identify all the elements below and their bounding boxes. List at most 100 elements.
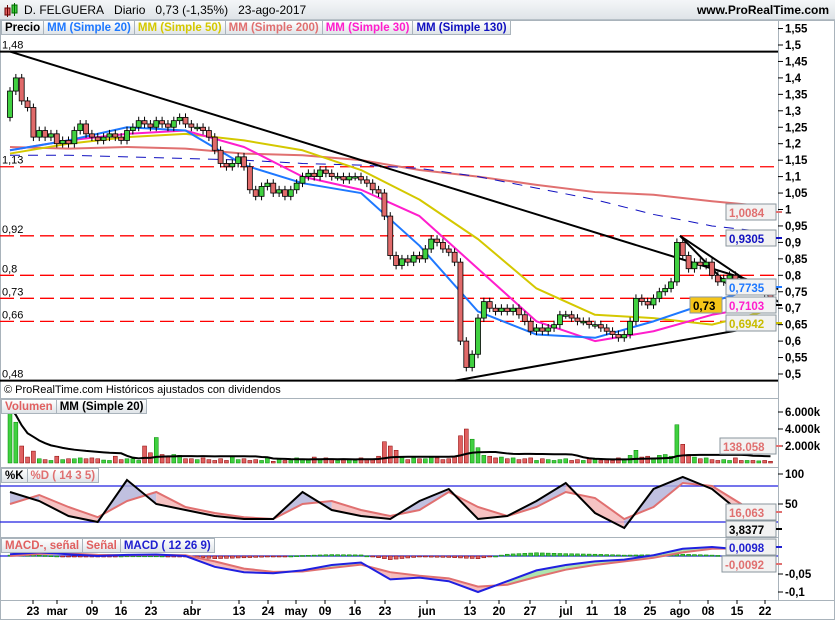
- volume-bar: [83, 458, 89, 464]
- volume-bar: [423, 458, 428, 464]
- stoch-legend-item-1[interactable]: %D ( 14 3 5): [26, 468, 100, 483]
- volume-bar: [762, 460, 767, 464]
- ma-line-sma30: [9, 129, 771, 343]
- candle: [679, 241, 686, 256]
- volume-legend-item-0[interactable]: Volumen: [1, 399, 57, 414]
- volume-bar: [698, 458, 703, 464]
- volume-bar: [575, 459, 580, 464]
- volume-bar: [563, 458, 568, 464]
- stochastic-legend: %K %D ( 14 3 5): [1, 468, 100, 483]
- price-tick-label: 1,5: [785, 40, 802, 52]
- volume-bar: [118, 459, 124, 464]
- ma-line-sma50: [9, 132, 771, 326]
- instrument-title: D. FELGUERA Diario 0,73 (-1,35%) 23-ago-…: [24, 0, 306, 20]
- macd-histogram-bar: [253, 555, 258, 558]
- price-legend-item-5[interactable]: MM (Simple 130): [412, 20, 511, 35]
- candle: [369, 182, 376, 191]
- price-tick-label: 0,95: [785, 221, 808, 233]
- macd-histogram-bar: [358, 554, 364, 557]
- value-label-ma200: 1,0084: [729, 208, 765, 220]
- candle: [106, 133, 113, 138]
- volume-bar: [171, 454, 177, 464]
- macd-histogram-bar: [42, 555, 48, 557]
- macd-histogram-bar: [464, 555, 469, 559]
- candle: [211, 136, 218, 151]
- macd-histogram-bar: [692, 554, 697, 557]
- candle: [89, 133, 95, 138]
- volume-bar: [323, 457, 329, 464]
- volume-bar: [206, 459, 212, 464]
- candle: [434, 238, 440, 243]
- macd-histogram-bar: [200, 555, 206, 559]
- date-label: 09: [319, 606, 332, 618]
- macd-histogram-bar: [703, 554, 709, 557]
- price-legend-item-3[interactable]: MM (Simple 200): [224, 20, 323, 35]
- macd-histogram-bar: [516, 553, 522, 557]
- macd-histogram-bar: [551, 553, 557, 557]
- macd-histogram-bar: [335, 554, 340, 557]
- price-legend-item-2[interactable]: MM (Simple 50): [133, 20, 226, 35]
- date-label: mar: [46, 606, 68, 618]
- candle: [328, 172, 335, 177]
- price-legend-item-4[interactable]: MM (Simple 30): [321, 20, 414, 35]
- price-legend-item-1[interactable]: MM (Simple 20): [43, 20, 135, 35]
- macd-histogram-bar: [569, 553, 574, 557]
- site-link[interactable]: www.ProRealTime.com: [696, 3, 829, 17]
- candle: [83, 123, 89, 135]
- candle: [709, 261, 715, 276]
- price-tick-label: 1: [785, 205, 792, 217]
- volume-bar: [709, 459, 715, 464]
- volume-bar: [25, 456, 30, 464]
- candle: [393, 255, 400, 266]
- macd-histogram-bar: [481, 555, 487, 559]
- stoch-tick-label: 50: [785, 499, 798, 511]
- macd-histogram-bar: [288, 555, 294, 558]
- candle: [282, 189, 288, 197]
- macd-legend-item-2[interactable]: MACD ( 12 26 9): [119, 538, 215, 553]
- volume-bar: [37, 458, 42, 464]
- macd-legend: MACD-, señal Señal MACD ( 12 26 9): [1, 538, 215, 553]
- macd-histogram-bar: [680, 553, 685, 557]
- volume-bar: [733, 457, 738, 464]
- candle: [200, 126, 206, 131]
- candle: [539, 327, 546, 332]
- date-label: 23: [145, 606, 158, 618]
- volume-bar: [469, 438, 475, 464]
- volume-bar: [639, 456, 645, 464]
- candle: [12, 77, 19, 92]
- macd-histogram-bar: [575, 553, 580, 557]
- volume-bar: [265, 457, 270, 464]
- stoch-legend-item-0[interactable]: %K: [1, 468, 28, 483]
- candle: [229, 163, 236, 168]
- volume-bar: [633, 450, 639, 464]
- candle: [527, 320, 534, 332]
- date-label: 27: [524, 606, 537, 618]
- macd-histogram-bar: [388, 555, 393, 560]
- price-tick-label: 1,25: [785, 122, 808, 134]
- candle: [147, 123, 154, 128]
- macd-histogram-bar: [376, 555, 381, 558]
- volume-bar: [674, 424, 680, 464]
- volume-bar: [165, 456, 171, 464]
- macd-legend-item-1[interactable]: Señal: [82, 538, 121, 553]
- volume-bar: [540, 458, 545, 464]
- volume-legend-item-1[interactable]: MM (Simple 20): [55, 399, 148, 414]
- candle: [533, 327, 540, 332]
- date-label: 08: [702, 606, 715, 618]
- candle: [358, 176, 364, 181]
- candle: [317, 169, 323, 178]
- candle: [445, 248, 452, 253]
- macd-legend-item-0[interactable]: MACD-, señal: [1, 538, 84, 553]
- candle: [480, 301, 487, 319]
- macd-histogram-bar: [271, 555, 276, 558]
- volume-bar: [241, 458, 247, 464]
- price-legend-item-0[interactable]: Precio: [1, 20, 45, 35]
- volume-bar: [54, 455, 60, 464]
- candle: [258, 186, 265, 197]
- volume-bar: [7, 407, 13, 464]
- macd-histogram-bar: [265, 555, 270, 558]
- candle: [685, 255, 692, 270]
- macd-histogram-bar: [469, 555, 475, 559]
- candle: [170, 120, 177, 128]
